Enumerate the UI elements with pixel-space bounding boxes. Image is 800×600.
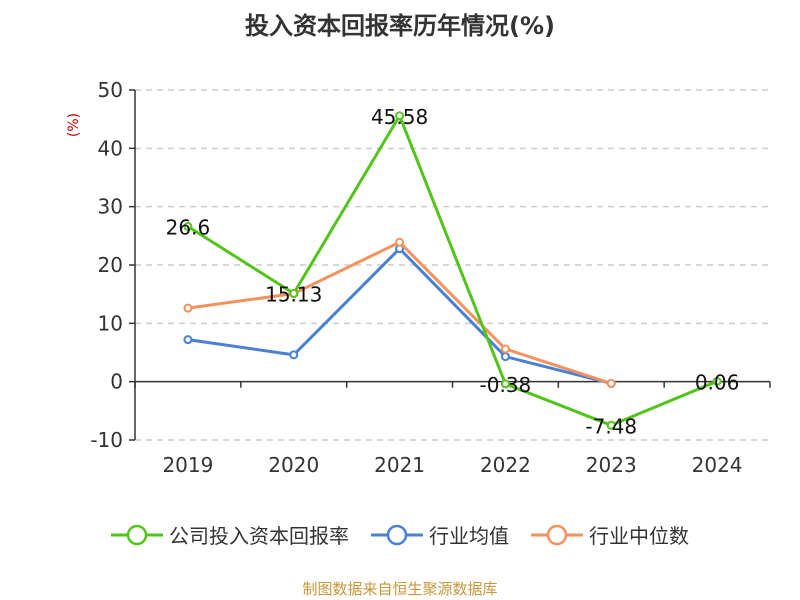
grid-layer — [135, 89, 770, 441]
series-layer — [183, 111, 722, 430]
data-point — [606, 378, 616, 388]
data-point — [183, 335, 193, 345]
x-tick-label: 2019 — [162, 453, 213, 477]
data-point — [183, 303, 193, 313]
data-point — [289, 350, 299, 360]
legend-marker-icon — [531, 524, 583, 545]
chart-title: 投入资本回报率历年情况(%) — [245, 12, 555, 40]
y-tick-label: -10 — [90, 428, 123, 452]
data-point — [606, 420, 616, 430]
data-label: 15.13 — [265, 282, 322, 306]
data-point — [289, 288, 299, 298]
data-point — [183, 222, 193, 231]
legend-item[interactable]: 行业中位数 — [531, 520, 689, 549]
legend-label: 行业均值 — [429, 524, 509, 548]
series-line — [187, 240, 612, 385]
x-tick-label: 2024 — [692, 453, 743, 477]
y-tick-label: 0 — [110, 370, 123, 394]
x-tick-label: 2020 — [268, 453, 319, 477]
data-label: 0.06 — [695, 370, 740, 394]
source-note: 制图数据来自恒生聚源数据库 — [302, 580, 498, 598]
legend-label: 行业中位数 — [589, 524, 689, 548]
legend-item[interactable]: 行业均值 — [371, 520, 509, 549]
x-tick-label: 2021 — [374, 453, 425, 477]
data-point — [395, 237, 405, 247]
y-tick-label: 40 — [98, 136, 123, 160]
data-point — [500, 344, 510, 354]
y-axis-unit: (%) — [66, 113, 82, 137]
legend-label: 公司投入资本回报率 — [169, 524, 349, 548]
y-tick-label: 10 — [98, 311, 123, 335]
legend-marker-icon — [371, 524, 423, 545]
x-tick-label: 2023 — [586, 453, 637, 477]
y-tick-label: 30 — [98, 195, 123, 219]
x-tick-label: 2022 — [480, 453, 531, 477]
data-point — [395, 111, 405, 121]
legend-marker-icon — [111, 524, 163, 545]
y-tick-label: 20 — [98, 253, 123, 277]
chart-legend: 公司投入资本回报率 行业均值 行业中位数 — [0, 520, 800, 549]
axis-layer: -10 0 10 20 30 40 50 2019 2020 2021 2022 2023 2024 (%… — [66, 78, 771, 477]
data-point — [500, 379, 510, 389]
data-point — [500, 352, 510, 362]
data-label: 45.58 — [371, 105, 428, 129]
series-line — [187, 114, 718, 427]
data-label: -7.48 — [585, 414, 637, 438]
label-layer: 26.6 15.13 45.58 -0.38 -7.48 0.06 — [166, 105, 740, 439]
data-point — [712, 376, 722, 386]
y-tick-label: 50 — [98, 78, 123, 102]
data-label: 26.6 — [166, 216, 211, 240]
data-label: -0.38 — [480, 373, 532, 397]
legend-item[interactable]: 公司投入资本回报率 — [111, 520, 349, 549]
